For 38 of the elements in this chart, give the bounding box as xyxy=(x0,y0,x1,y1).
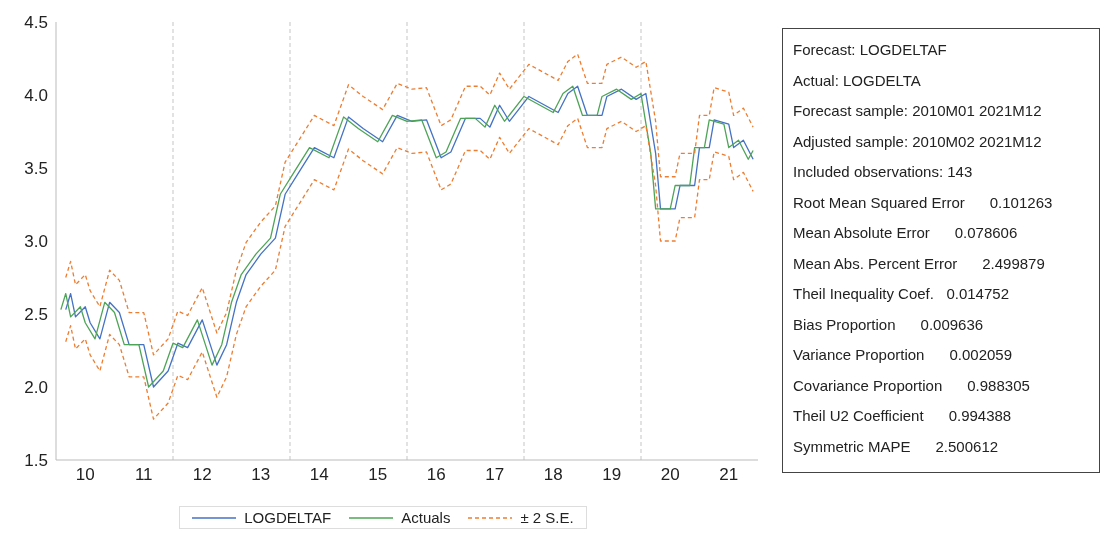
text: Root Mean Squared Error 0.101263 xyxy=(793,192,1054,213)
line-series xyxy=(65,53,754,356)
text: Variance Proportion 0.002059 xyxy=(793,345,1014,365)
x-tick-label: 21 xyxy=(719,465,739,485)
text: Bias Proportion 0.009636 xyxy=(793,314,985,335)
text: Symmetric MAPE 2.500612 xyxy=(793,436,1000,457)
text: Adjusted sample: 2010M02 2021M12 xyxy=(793,131,1043,152)
text: Theil Inequality Coef. 0.014752 xyxy=(793,284,1010,304)
y-tick-label: 3.5 xyxy=(24,159,48,179)
x-tick-label: 20 xyxy=(660,465,680,485)
x-tick-label: 15 xyxy=(368,465,388,485)
legend-label: Actuals xyxy=(400,509,451,526)
x-tick-label: 16 xyxy=(426,465,446,485)
text: Mean Absolute Error 0.078606 xyxy=(793,223,1019,243)
legend-label: LOGDELTAF xyxy=(243,509,332,526)
text: Forecast: LOGDELTAF xyxy=(793,40,948,60)
text: Mean Abs. Percent Error 2.499879 xyxy=(793,253,1046,274)
text: Actual: LOGDELTA xyxy=(793,70,922,91)
x-tick-label: 13 xyxy=(251,465,271,485)
y-tick-label: 1.5 xyxy=(24,451,48,471)
y-tick-label: 2.0 xyxy=(24,378,48,398)
text: Covariance Proportion 0.988305 xyxy=(793,375,1031,396)
x-tick-label: 10 xyxy=(75,465,95,485)
y-tick-label: 4.0 xyxy=(24,86,48,106)
y-tick-label: 2.5 xyxy=(24,305,48,325)
x-tick-label: 14 xyxy=(309,465,329,485)
text: Included observations: 143 xyxy=(793,162,974,182)
legend-label: ± 2 S.E. xyxy=(519,509,574,526)
x-tick-label: 17 xyxy=(485,465,505,485)
x-tick-label: 19 xyxy=(602,465,622,485)
x-tick-label: 11 xyxy=(134,465,153,485)
x-tick-label: 18 xyxy=(543,465,563,485)
text: Theil U2 Coefficient 0.994388 xyxy=(793,406,1013,426)
x-tick-label: 12 xyxy=(192,465,212,485)
text: Forecast sample: 2010M01 2021M12 xyxy=(793,101,1043,121)
line-series xyxy=(65,117,754,420)
y-tick-label: 4.5 xyxy=(24,13,48,33)
y-tick-label: 3.0 xyxy=(24,232,48,252)
